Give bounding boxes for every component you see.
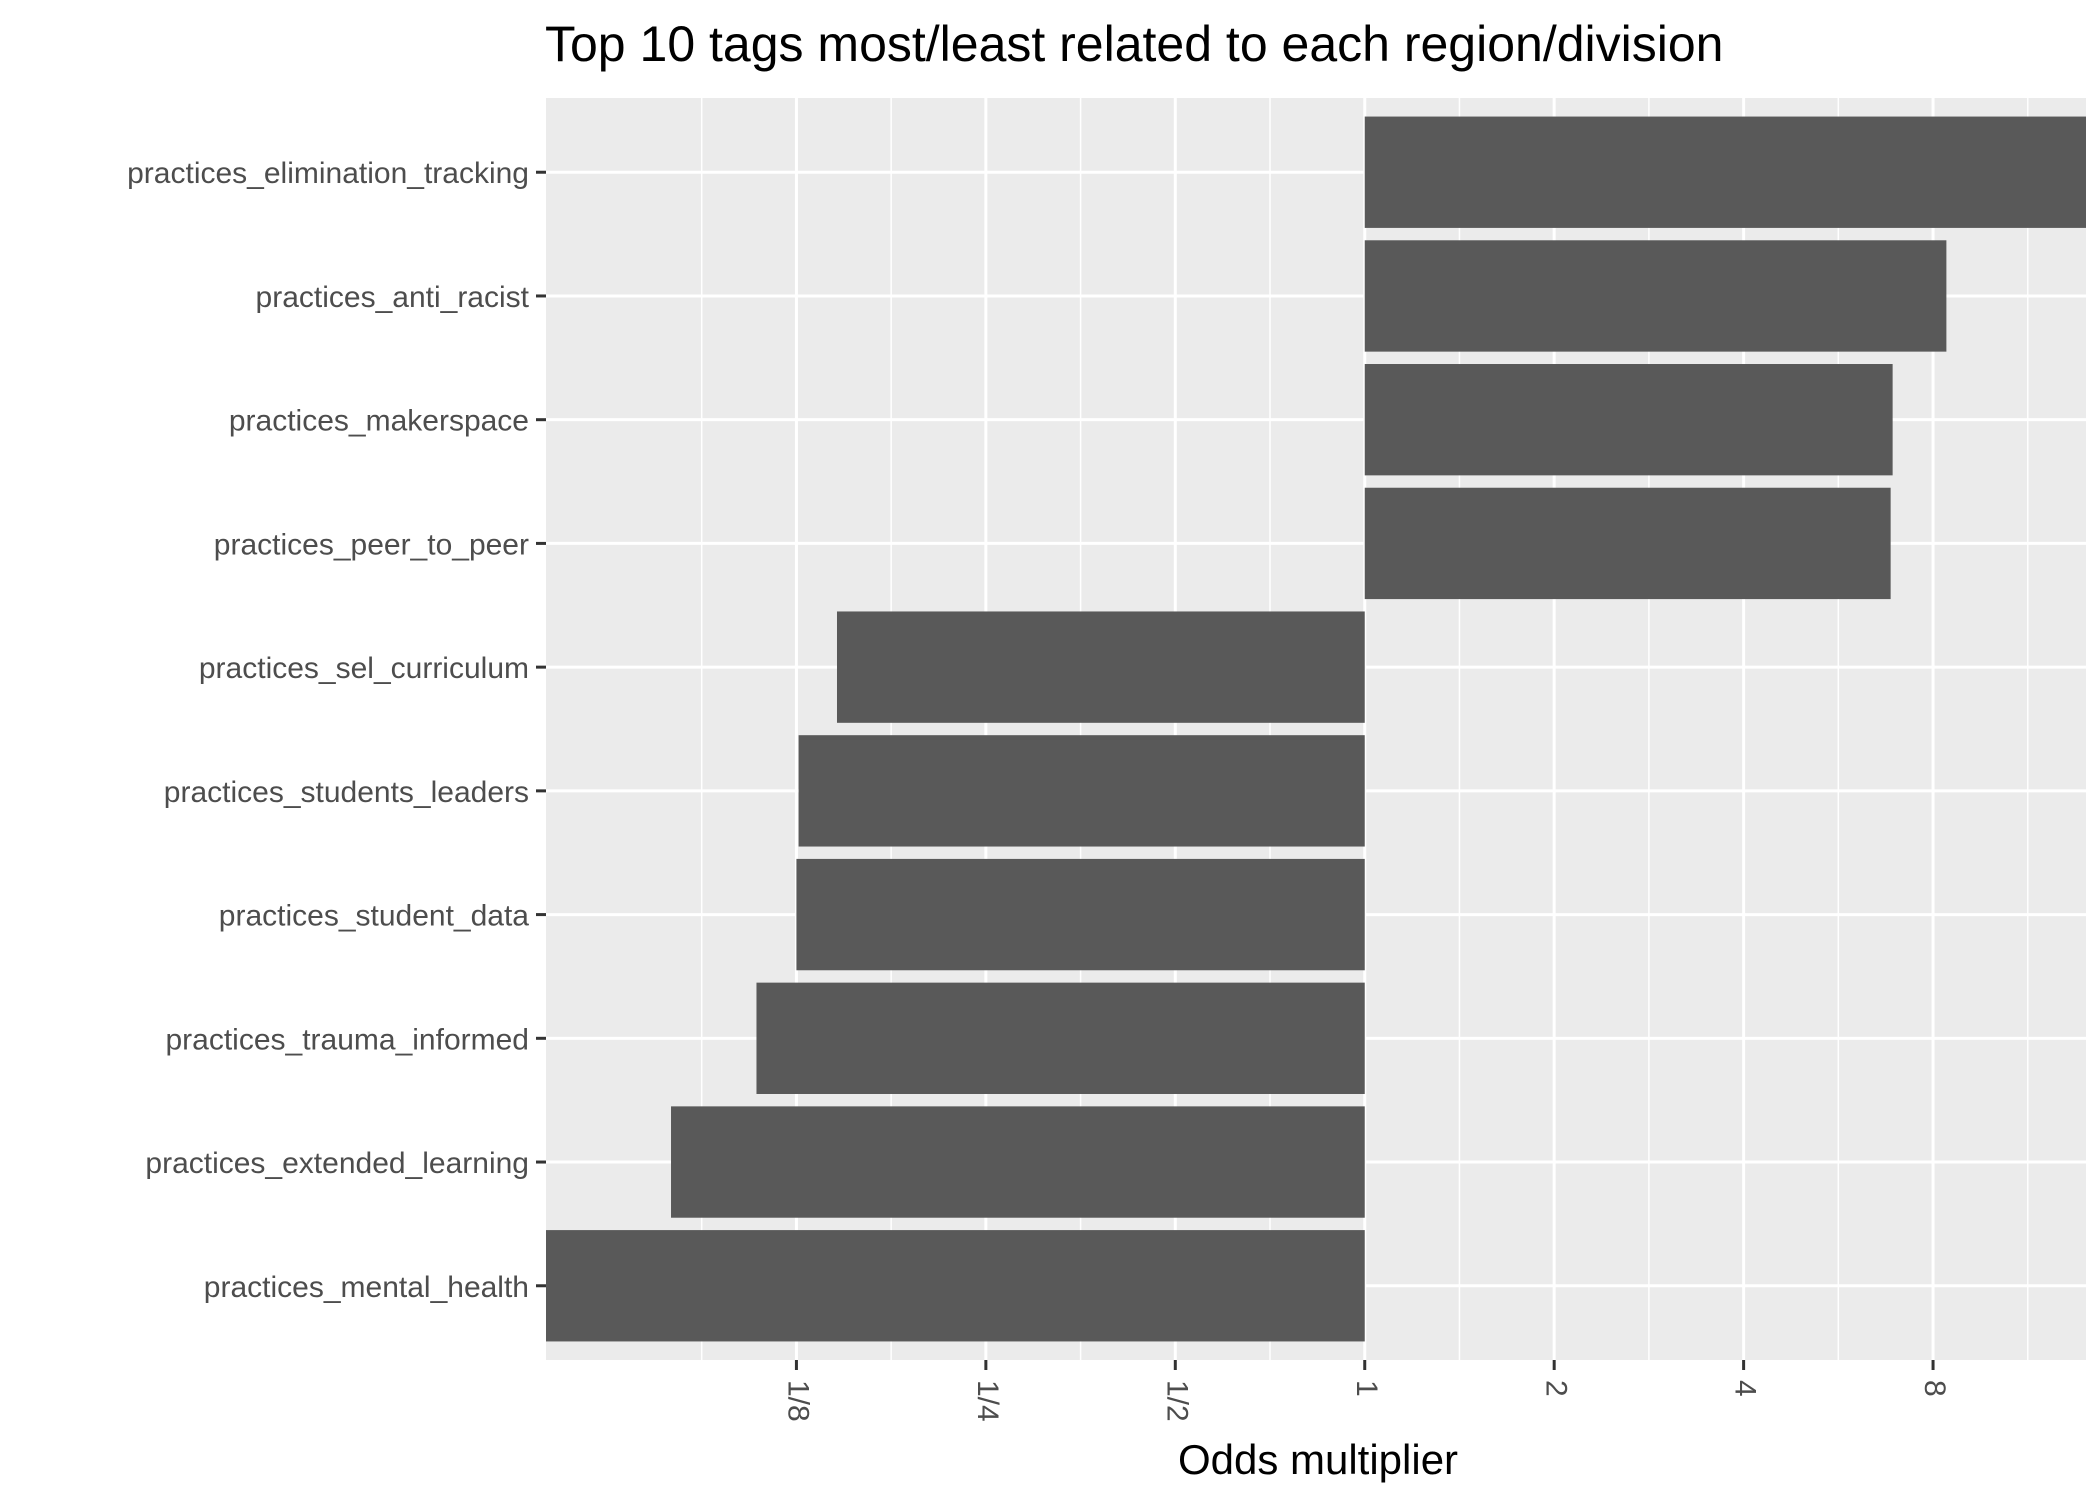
- bar-practices_mental_health: [546, 1230, 1365, 1342]
- bars: [546, 116, 2086, 1342]
- category-label: practices_student_data: [219, 900, 530, 933]
- x-tick-label: 4: [1729, 1380, 1762, 1397]
- bar-practices_makerspace: [1364, 364, 1893, 476]
- category-label: practices_extended_learning: [145, 1147, 529, 1180]
- category-label: practices_sel_curriculum: [199, 652, 529, 685]
- x-tick-label: 8: [1918, 1380, 1951, 1397]
- bar-practices_student_data: [796, 858, 1365, 971]
- category-label: practices_anti_racist: [256, 281, 530, 314]
- category-label: practices_elimination_tracking: [127, 157, 529, 190]
- category-label: practices_mental_health: [204, 1271, 529, 1304]
- x-axis-title: Odds multiplier: [1178, 1436, 1458, 1483]
- x-tick-label: 1/8: [782, 1380, 815, 1422]
- category-label: practices_students_leaders: [164, 776, 529, 809]
- x-tick-label: 2: [1539, 1380, 1572, 1397]
- bar-practices_anti_racist: [1364, 240, 1947, 352]
- bar-practices_peer_to_peer: [1364, 487, 1891, 600]
- category-label: practices_trauma_informed: [165, 1023, 529, 1056]
- bar-practices_extended_learning: [671, 1106, 1365, 1218]
- category-label: practices_makerspace: [229, 405, 529, 438]
- bar-practices_elimination_tracking: [1364, 116, 2086, 228]
- bar-practices_students_leaders: [798, 735, 1365, 847]
- bar-practices_trauma_informed: [756, 982, 1365, 1094]
- chart-title: Top 10 tags most/least related to each r…: [545, 16, 1723, 72]
- y-axis: practices_elimination_tracking practices_…: [127, 157, 546, 1304]
- x-tick-label: 1: [1350, 1380, 1383, 1397]
- bar-practices_sel_curriculum: [836, 611, 1365, 723]
- x-axis: 1/8 1/4 1/2 1 2 4 8: [782, 1360, 1951, 1422]
- category-label: practices_peer_to_peer: [214, 528, 529, 561]
- x-tick-label: 1/2: [1160, 1380, 1193, 1422]
- x-tick-label: 1/4: [971, 1380, 1004, 1422]
